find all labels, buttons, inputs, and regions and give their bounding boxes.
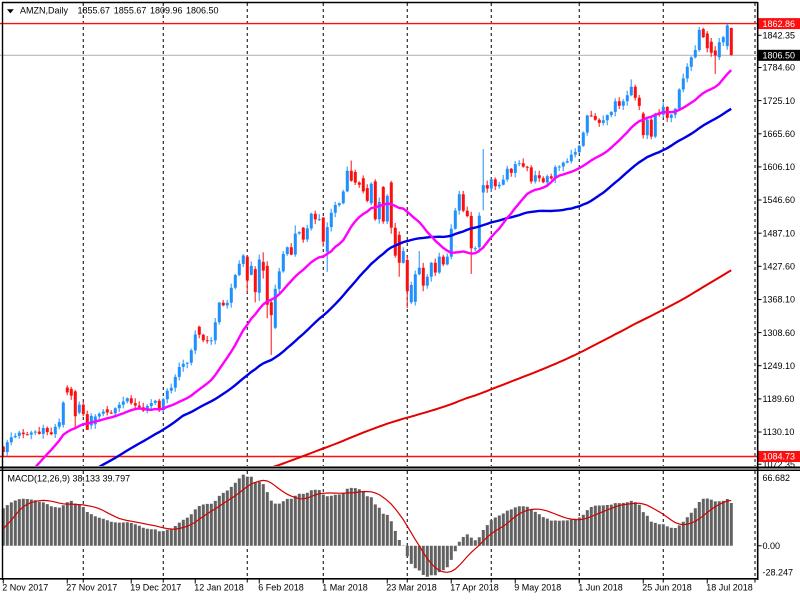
svg-text:1130.10: 1130.10 bbox=[763, 427, 795, 437]
svg-text:1084.73: 1084.73 bbox=[763, 452, 796, 462]
svg-text:25 Jun 2018: 25 Jun 2018 bbox=[642, 583, 692, 593]
svg-text:1842.35: 1842.35 bbox=[763, 31, 796, 41]
svg-text:1806.50: 1806.50 bbox=[186, 6, 219, 16]
svg-text:6 Feb 2018: 6 Feb 2018 bbox=[258, 583, 304, 593]
svg-text:1606.10: 1606.10 bbox=[763, 162, 796, 172]
svg-text:1665.60: 1665.60 bbox=[763, 129, 796, 139]
svg-text:18 Jul 2018: 18 Jul 2018 bbox=[706, 583, 753, 593]
svg-text:66.682: 66.682 bbox=[763, 473, 791, 483]
svg-text:1189.60: 1189.60 bbox=[763, 394, 795, 404]
svg-text:1308.60: 1308.60 bbox=[763, 328, 796, 338]
svg-text:AMZN,Daily: AMZN,Daily bbox=[20, 6, 69, 16]
svg-text:1487.10: 1487.10 bbox=[763, 228, 796, 238]
svg-text:MACD(12,26,9) 38.133 39.797: MACD(12,26,9) 38.133 39.797 bbox=[8, 474, 131, 484]
svg-text:-28.247: -28.247 bbox=[763, 568, 794, 578]
svg-text:0.00: 0.00 bbox=[763, 541, 781, 551]
svg-text:17 Apr 2018: 17 Apr 2018 bbox=[450, 583, 499, 593]
svg-text:2 Nov 2017: 2 Nov 2017 bbox=[2, 583, 48, 593]
svg-text:1427.60: 1427.60 bbox=[763, 262, 796, 272]
svg-text:1 Mar 2018: 1 Mar 2018 bbox=[322, 583, 368, 593]
svg-text:1249.10: 1249.10 bbox=[763, 361, 796, 371]
svg-text:1862.86: 1862.86 bbox=[763, 19, 796, 29]
svg-text:27 Nov 2017: 27 Nov 2017 bbox=[66, 583, 117, 593]
svg-text:1 Jun 2018: 1 Jun 2018 bbox=[578, 583, 623, 593]
svg-text:1806.50: 1806.50 bbox=[763, 51, 796, 61]
svg-text:1809.96: 1809.96 bbox=[150, 6, 183, 16]
svg-text:23 Mar 2018: 23 Mar 2018 bbox=[386, 583, 437, 593]
svg-text:9 May 2018: 9 May 2018 bbox=[514, 583, 561, 593]
svg-text:1725.10: 1725.10 bbox=[763, 96, 796, 106]
svg-text:1546.60: 1546.60 bbox=[763, 195, 796, 205]
svg-text:19 Dec 2017: 19 Dec 2017 bbox=[130, 583, 181, 593]
svg-text:1855.67: 1855.67 bbox=[78, 6, 111, 16]
svg-text:1855.67: 1855.67 bbox=[114, 6, 147, 16]
svg-text:1368.10: 1368.10 bbox=[763, 295, 796, 305]
svg-text:1784.60: 1784.60 bbox=[763, 63, 796, 73]
svg-text:1072.35: 1072.35 bbox=[763, 459, 796, 469]
svg-text:12 Jan 2018: 12 Jan 2018 bbox=[194, 583, 244, 593]
